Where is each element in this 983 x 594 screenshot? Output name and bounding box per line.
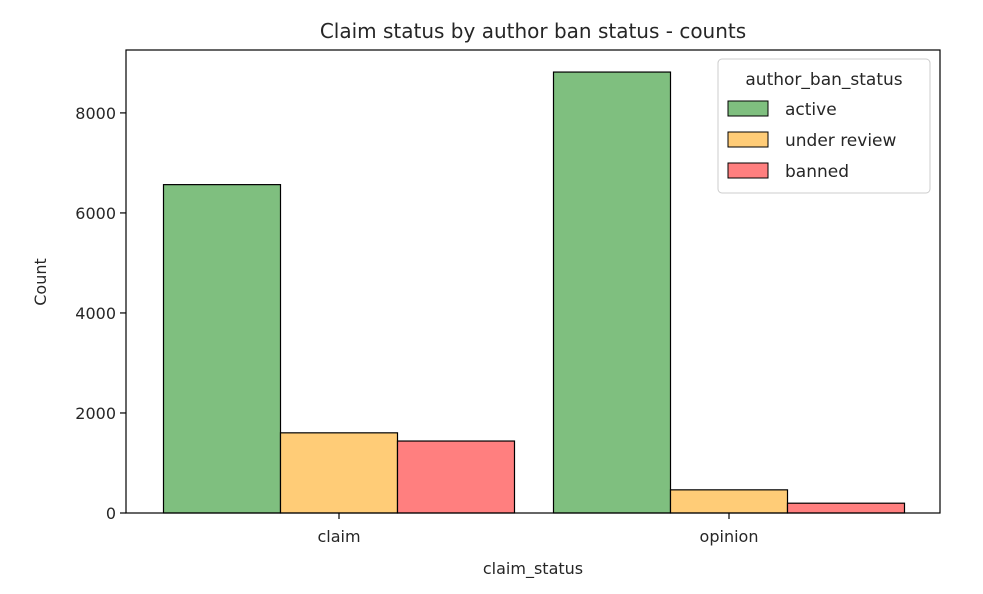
legend-swatch-banned <box>727 162 769 179</box>
bars-layer <box>162 71 906 514</box>
y-tick-label: 6000 <box>75 204 116 223</box>
y-tick-label: 8000 <box>75 104 116 123</box>
x-tick-label-claim: claim <box>317 527 360 546</box>
bar-opinion-under-review <box>669 489 789 514</box>
legend-swatch-under-review <box>727 131 769 148</box>
legend-swatch-active <box>727 100 769 117</box>
x-axis: claim opinion <box>317 513 758 546</box>
plot-frame <box>125 49 941 514</box>
legend-label-active: active <box>785 100 837 120</box>
legend-label-banned: banned <box>785 162 849 182</box>
legend: author_ban_status active under review bann… <box>717 58 931 194</box>
bar-opinion-active <box>552 71 672 514</box>
y-tick-label: 2000 <box>75 404 116 423</box>
bar-claim-banned <box>396 440 516 514</box>
y-tick-label: 4000 <box>75 304 116 323</box>
bar-claim-under-review <box>279 432 399 514</box>
chart-title: Claim status by author ban status - coun… <box>320 19 746 43</box>
legend-label-under-review: under review <box>785 131 897 151</box>
legend-title: author_ban_status <box>745 70 902 90</box>
x-axis-label: claim_status <box>483 559 583 579</box>
y-axis: 0 2000 4000 6000 8000 <box>75 104 126 523</box>
y-tick-label: 0 <box>106 504 116 523</box>
bar-claim-active <box>162 184 282 514</box>
legend-frame <box>717 58 931 194</box>
x-tick-label-opinion: opinion <box>700 527 759 546</box>
y-axis-label: Count <box>31 258 50 306</box>
bar-opinion-banned <box>786 502 906 514</box>
